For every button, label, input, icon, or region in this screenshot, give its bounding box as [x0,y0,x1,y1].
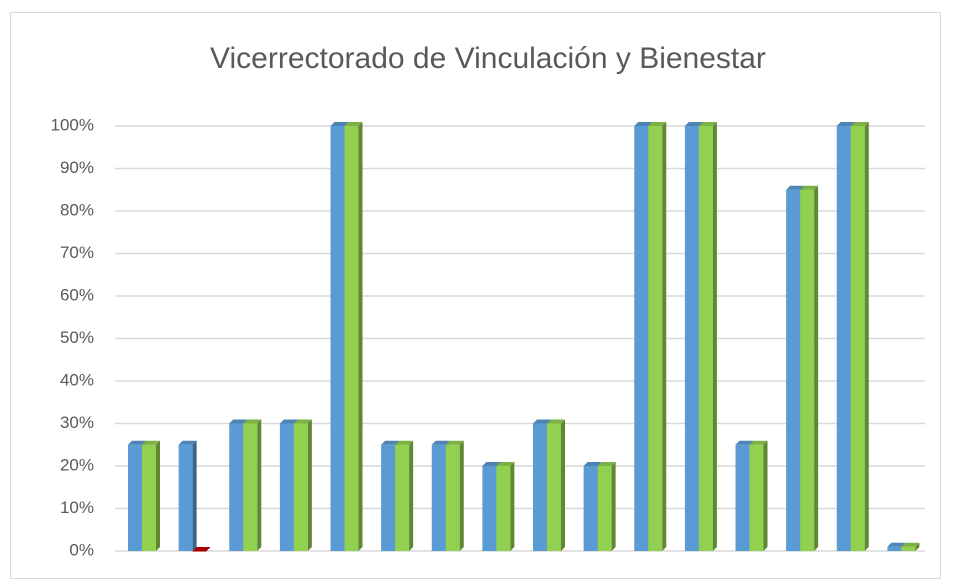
bar [482,466,497,551]
bar [178,444,193,551]
bar-top [279,419,298,424]
bar [533,423,547,551]
bar-top [749,440,768,445]
y-tick-label: 20% [60,455,94,474]
bar-top [648,122,667,126]
y-tick-label: 30% [60,413,94,432]
bar-top [142,440,160,445]
bar [887,546,902,551]
bar-top [229,419,248,424]
bar [344,126,359,551]
bar [901,546,916,551]
bar-top [381,440,400,445]
bar [836,126,851,551]
bar [128,444,142,551]
bar-top [178,440,197,445]
y-tick-label: 80% [60,200,94,219]
bar-top [293,419,312,424]
bar [279,423,294,551]
bar-top [547,419,565,424]
bar-top [431,440,450,445]
bar [431,444,446,551]
bar-top [800,185,819,190]
bar [597,466,612,551]
bar-top [496,462,515,466]
bar-side [915,542,920,551]
bar [547,423,561,551]
bar-top [128,440,146,445]
bar [735,444,750,551]
y-tick-label: 60% [60,285,94,304]
bar [142,444,156,551]
bar [445,444,460,551]
bar-side [358,122,363,551]
bar-side [814,185,819,551]
bar [330,126,345,551]
bar-top [698,122,717,126]
bar [698,126,713,551]
y-tick-label: 10% [60,498,94,517]
bar-side [307,419,312,551]
bar-side [156,440,160,551]
bar [496,466,511,551]
bar [583,466,598,551]
y-tick-label: 90% [60,158,94,177]
bar [684,126,699,551]
bar [800,189,815,551]
bar [749,444,764,551]
bar-top [850,122,869,126]
bar-top [684,122,703,126]
bar [381,444,396,551]
bar-top [887,542,906,547]
bar-side [257,419,262,551]
bar-side [712,122,717,551]
bar [648,126,663,551]
bar-top [445,440,464,445]
bar-top [395,440,414,445]
bar-side [192,440,197,551]
bar-top [344,122,363,126]
bar-top [583,462,602,466]
bar-side [763,440,768,551]
y-tick-label: 70% [60,243,94,262]
bar [243,423,258,551]
bar-top [192,547,211,551]
bar [786,189,801,551]
bar-side [864,122,869,551]
bar-side [662,122,667,551]
y-tick-label: 50% [60,328,94,347]
bar [634,126,649,551]
bar-side [510,462,515,551]
bar-top [597,462,616,466]
bar [229,423,244,551]
bar-side [459,440,464,551]
chart-title: Vicerrectorado de Vinculación y Bienesta… [210,42,766,75]
bar-side [611,462,616,551]
bar-top [901,542,920,547]
bar-top [786,185,805,190]
y-tick-label: 100% [51,115,94,134]
bar-side [561,419,565,551]
y-tick-label: 0% [69,540,94,559]
bar [192,551,207,552]
bar-side [409,440,414,551]
bar-top [836,122,855,126]
bar [850,126,865,551]
bar [395,444,410,551]
bar-top [243,419,262,424]
bar-top [533,419,551,424]
y-tick-label: 40% [60,370,94,389]
bar-top [634,122,653,126]
bar-top [482,462,501,466]
bar-top [735,440,754,445]
bar [293,423,308,551]
bar-top [330,122,349,126]
